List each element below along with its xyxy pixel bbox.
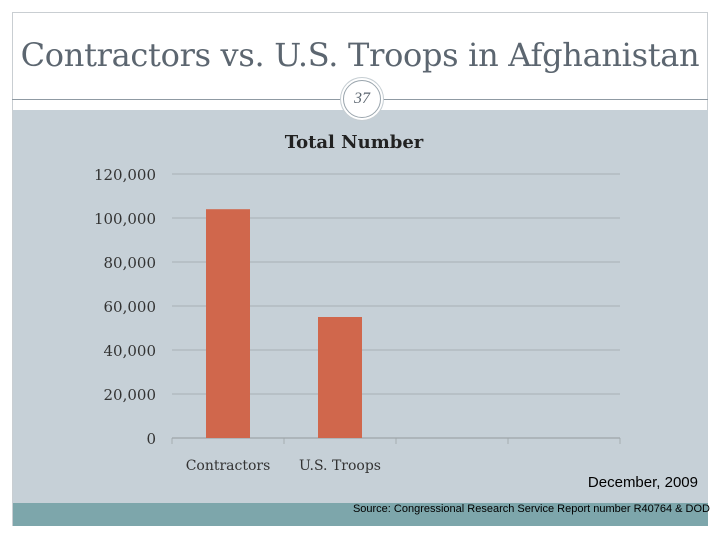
y-tick-label: 80,000 — [104, 254, 157, 272]
y-tick-label: 100,000 — [94, 210, 156, 228]
bar — [318, 317, 362, 438]
bottom-strip — [13, 503, 708, 526]
page-number-badge: 37 — [343, 80, 381, 118]
y-tick-label: 60,000 — [104, 298, 157, 316]
source-note: Source: Congressional Research Service R… — [352, 503, 710, 515]
y-tick-label: 20,000 — [104, 386, 157, 404]
y-tick-label: 120,000 — [94, 166, 156, 184]
slide-title: Contractors vs. U.S. Troops in Afghanist… — [20, 36, 700, 74]
y-tick-label: 0 — [146, 430, 156, 448]
x-category-label: U.S. Troops — [299, 458, 381, 474]
chart-title: Total Number — [284, 132, 424, 153]
y-tick-label: 40,000 — [104, 342, 157, 360]
x-category-label: Contractors — [186, 458, 271, 474]
date-note: December, 2009 — [587, 474, 698, 491]
bar — [206, 209, 250, 438]
